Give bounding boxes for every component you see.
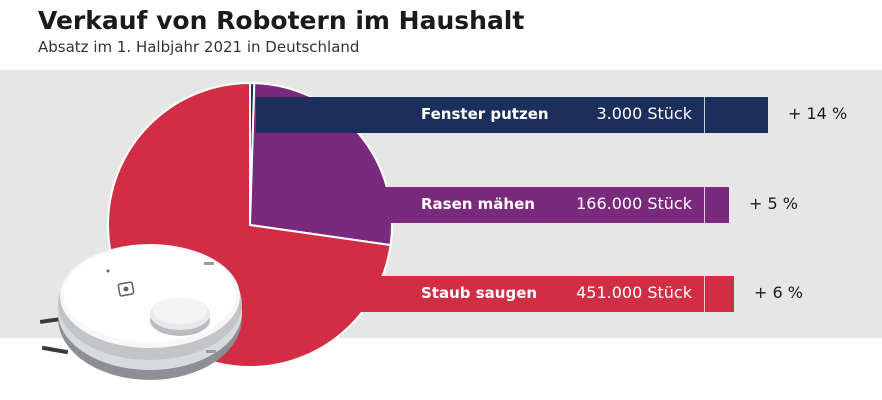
bar-value-2: 166.000 Stück <box>576 194 692 213</box>
bar-2 <box>256 187 729 223</box>
bar-3 <box>256 276 734 312</box>
bar-label-2: Rasen mähen <box>421 195 535 213</box>
chart-title: Verkauf von Robotern im Haushalt <box>38 6 525 35</box>
bar-tick-3 <box>704 276 705 312</box>
bar-value-3: 451.000 Stück <box>576 283 692 302</box>
bar-value-1: 3.000 Stück <box>596 104 692 123</box>
bar-change-3: + 6 % <box>754 283 803 302</box>
bar-change-1: + 14 % <box>788 104 848 123</box>
bar-label-3: Staub saugen <box>421 284 538 302</box>
bar-1 <box>256 97 768 133</box>
chart-subtitle: Absatz im 1. Halbjahr 2021 in Deutschlan… <box>38 38 360 56</box>
bar-change-2: + 5 % <box>749 194 798 213</box>
bar-tick-2 <box>704 187 705 223</box>
bar-tick-1 <box>704 97 705 133</box>
bar-label-1: Fenster putzen <box>421 105 549 123</box>
